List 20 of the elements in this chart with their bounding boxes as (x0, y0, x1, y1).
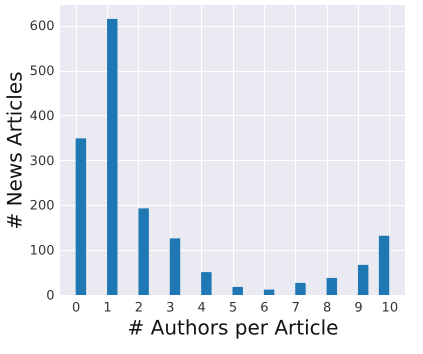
x-tick-label: 7 (292, 300, 300, 316)
y-axis-title: # News Articles (2, 71, 27, 230)
x-axis-title: # Authors per Article (128, 316, 338, 340)
x-tick-label: 4 (197, 300, 206, 316)
x-tick-label: 3 (166, 300, 174, 316)
y-tick-label: 100 (30, 244, 54, 259)
x-tick-label: 2 (134, 300, 144, 316)
x-tick-label: 0 (72, 300, 80, 316)
x-tick-label: 1 (103, 300, 112, 316)
x-tick-label: 6 (260, 300, 269, 316)
x-tick-label: 10 (382, 300, 398, 316)
y-tick-label: 600 (30, 19, 54, 34)
x-tick-label: 5 (228, 300, 238, 316)
x-tick-label: 9 (354, 300, 363, 316)
y-tick-label: 500 (30, 64, 54, 80)
y-tick-label: 200 (30, 198, 54, 214)
y-tick-label: 300 (30, 154, 54, 169)
y-tick-label: 0 (46, 288, 54, 304)
x-tick-label: 8 (322, 300, 332, 316)
y-tick-label: 400 (30, 108, 54, 124)
